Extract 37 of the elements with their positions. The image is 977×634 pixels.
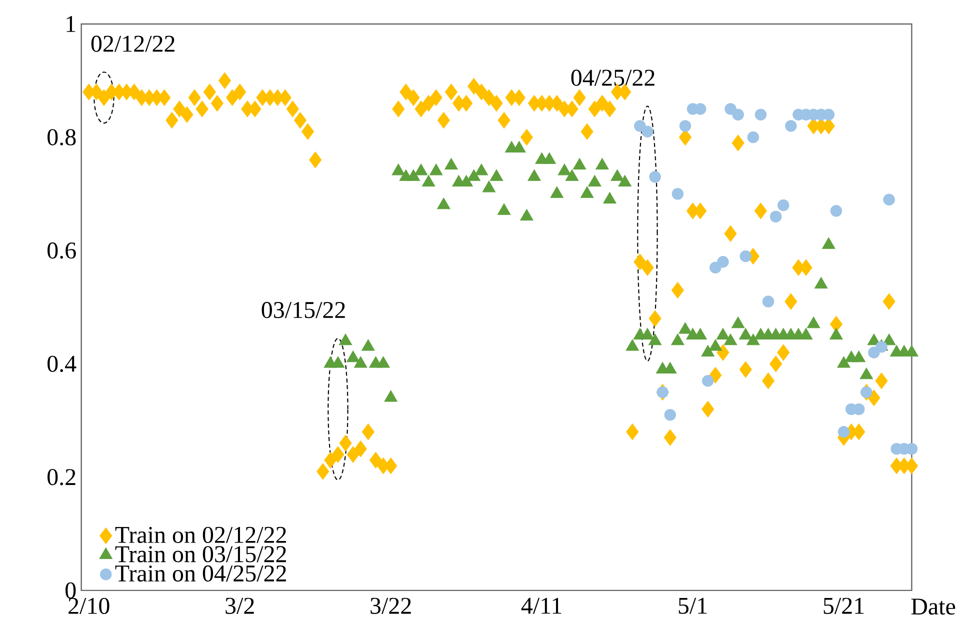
- point: [785, 120, 797, 132]
- point: [777, 199, 790, 211]
- y-tick-label: 0.4: [48, 356, 76, 372]
- point: [634, 120, 646, 132]
- point: [649, 170, 661, 183]
- point: [664, 408, 676, 420]
- point: [747, 131, 760, 143]
- x-tick-label: 3/2: [226, 598, 254, 614]
- x-tick-label: 3/22: [370, 598, 411, 614]
- point: [754, 108, 767, 120]
- point: [679, 120, 692, 132]
- legend-label: Train on 04/25/22: [115, 565, 286, 582]
- point: [830, 204, 842, 217]
- annotation: 04/25/22: [571, 69, 654, 86]
- point: [732, 108, 744, 120]
- y-tick-label: 0.8: [48, 128, 76, 146]
- point: [672, 188, 684, 200]
- annotation: 03/15/22: [262, 302, 345, 318]
- point: [656, 386, 668, 398]
- legend-label: Train on 02/12/22: [115, 526, 286, 543]
- x-tick-label: 2/10: [68, 598, 110, 614]
- x-tick-label: 5/1: [678, 598, 707, 614]
- point: [770, 210, 782, 222]
- x-axis-title: Date: [911, 598, 956, 614]
- annotation: 02/12/22: [91, 35, 174, 52]
- point: [762, 295, 774, 308]
- point: [883, 194, 895, 206]
- y-tick-label: 0.6: [48, 242, 76, 258]
- y-tick-label: 0.2: [48, 468, 76, 486]
- y-tick-label: 1: [66, 16, 76, 32]
- point: [642, 126, 654, 138]
- y-tick-label: 0: [66, 582, 76, 598]
- x-tick-label: 4/11: [521, 598, 562, 614]
- legend-label: Train on 03/15/22: [115, 546, 286, 562]
- point: [717, 256, 729, 268]
- x-tick-label: 5/21: [824, 598, 864, 614]
- point: [724, 102, 736, 115]
